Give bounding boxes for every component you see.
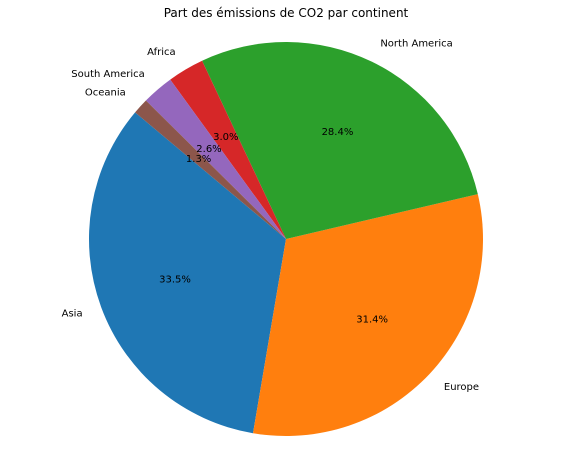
slice-label-europe: Europe (444, 382, 479, 393)
slice-label-oceania: Oceania (85, 88, 126, 99)
pct-label-oceania: 1.3% (186, 154, 211, 165)
chart-title: Part des émissions de CO2 par continent (164, 6, 409, 20)
slice-label-north-america: North America (380, 38, 452, 49)
pct-label-asia: 33.5% (159, 274, 191, 285)
pct-label-africa: 3.0% (213, 132, 238, 143)
slice-label-asia: Asia (62, 308, 83, 319)
pie-slices (89, 42, 483, 436)
slice-label-south-america: South America (71, 69, 145, 80)
pct-label-north-america: 28.4% (322, 127, 354, 138)
pct-label-europe: 31.4% (356, 314, 388, 325)
slice-label-africa: Africa (147, 47, 176, 58)
